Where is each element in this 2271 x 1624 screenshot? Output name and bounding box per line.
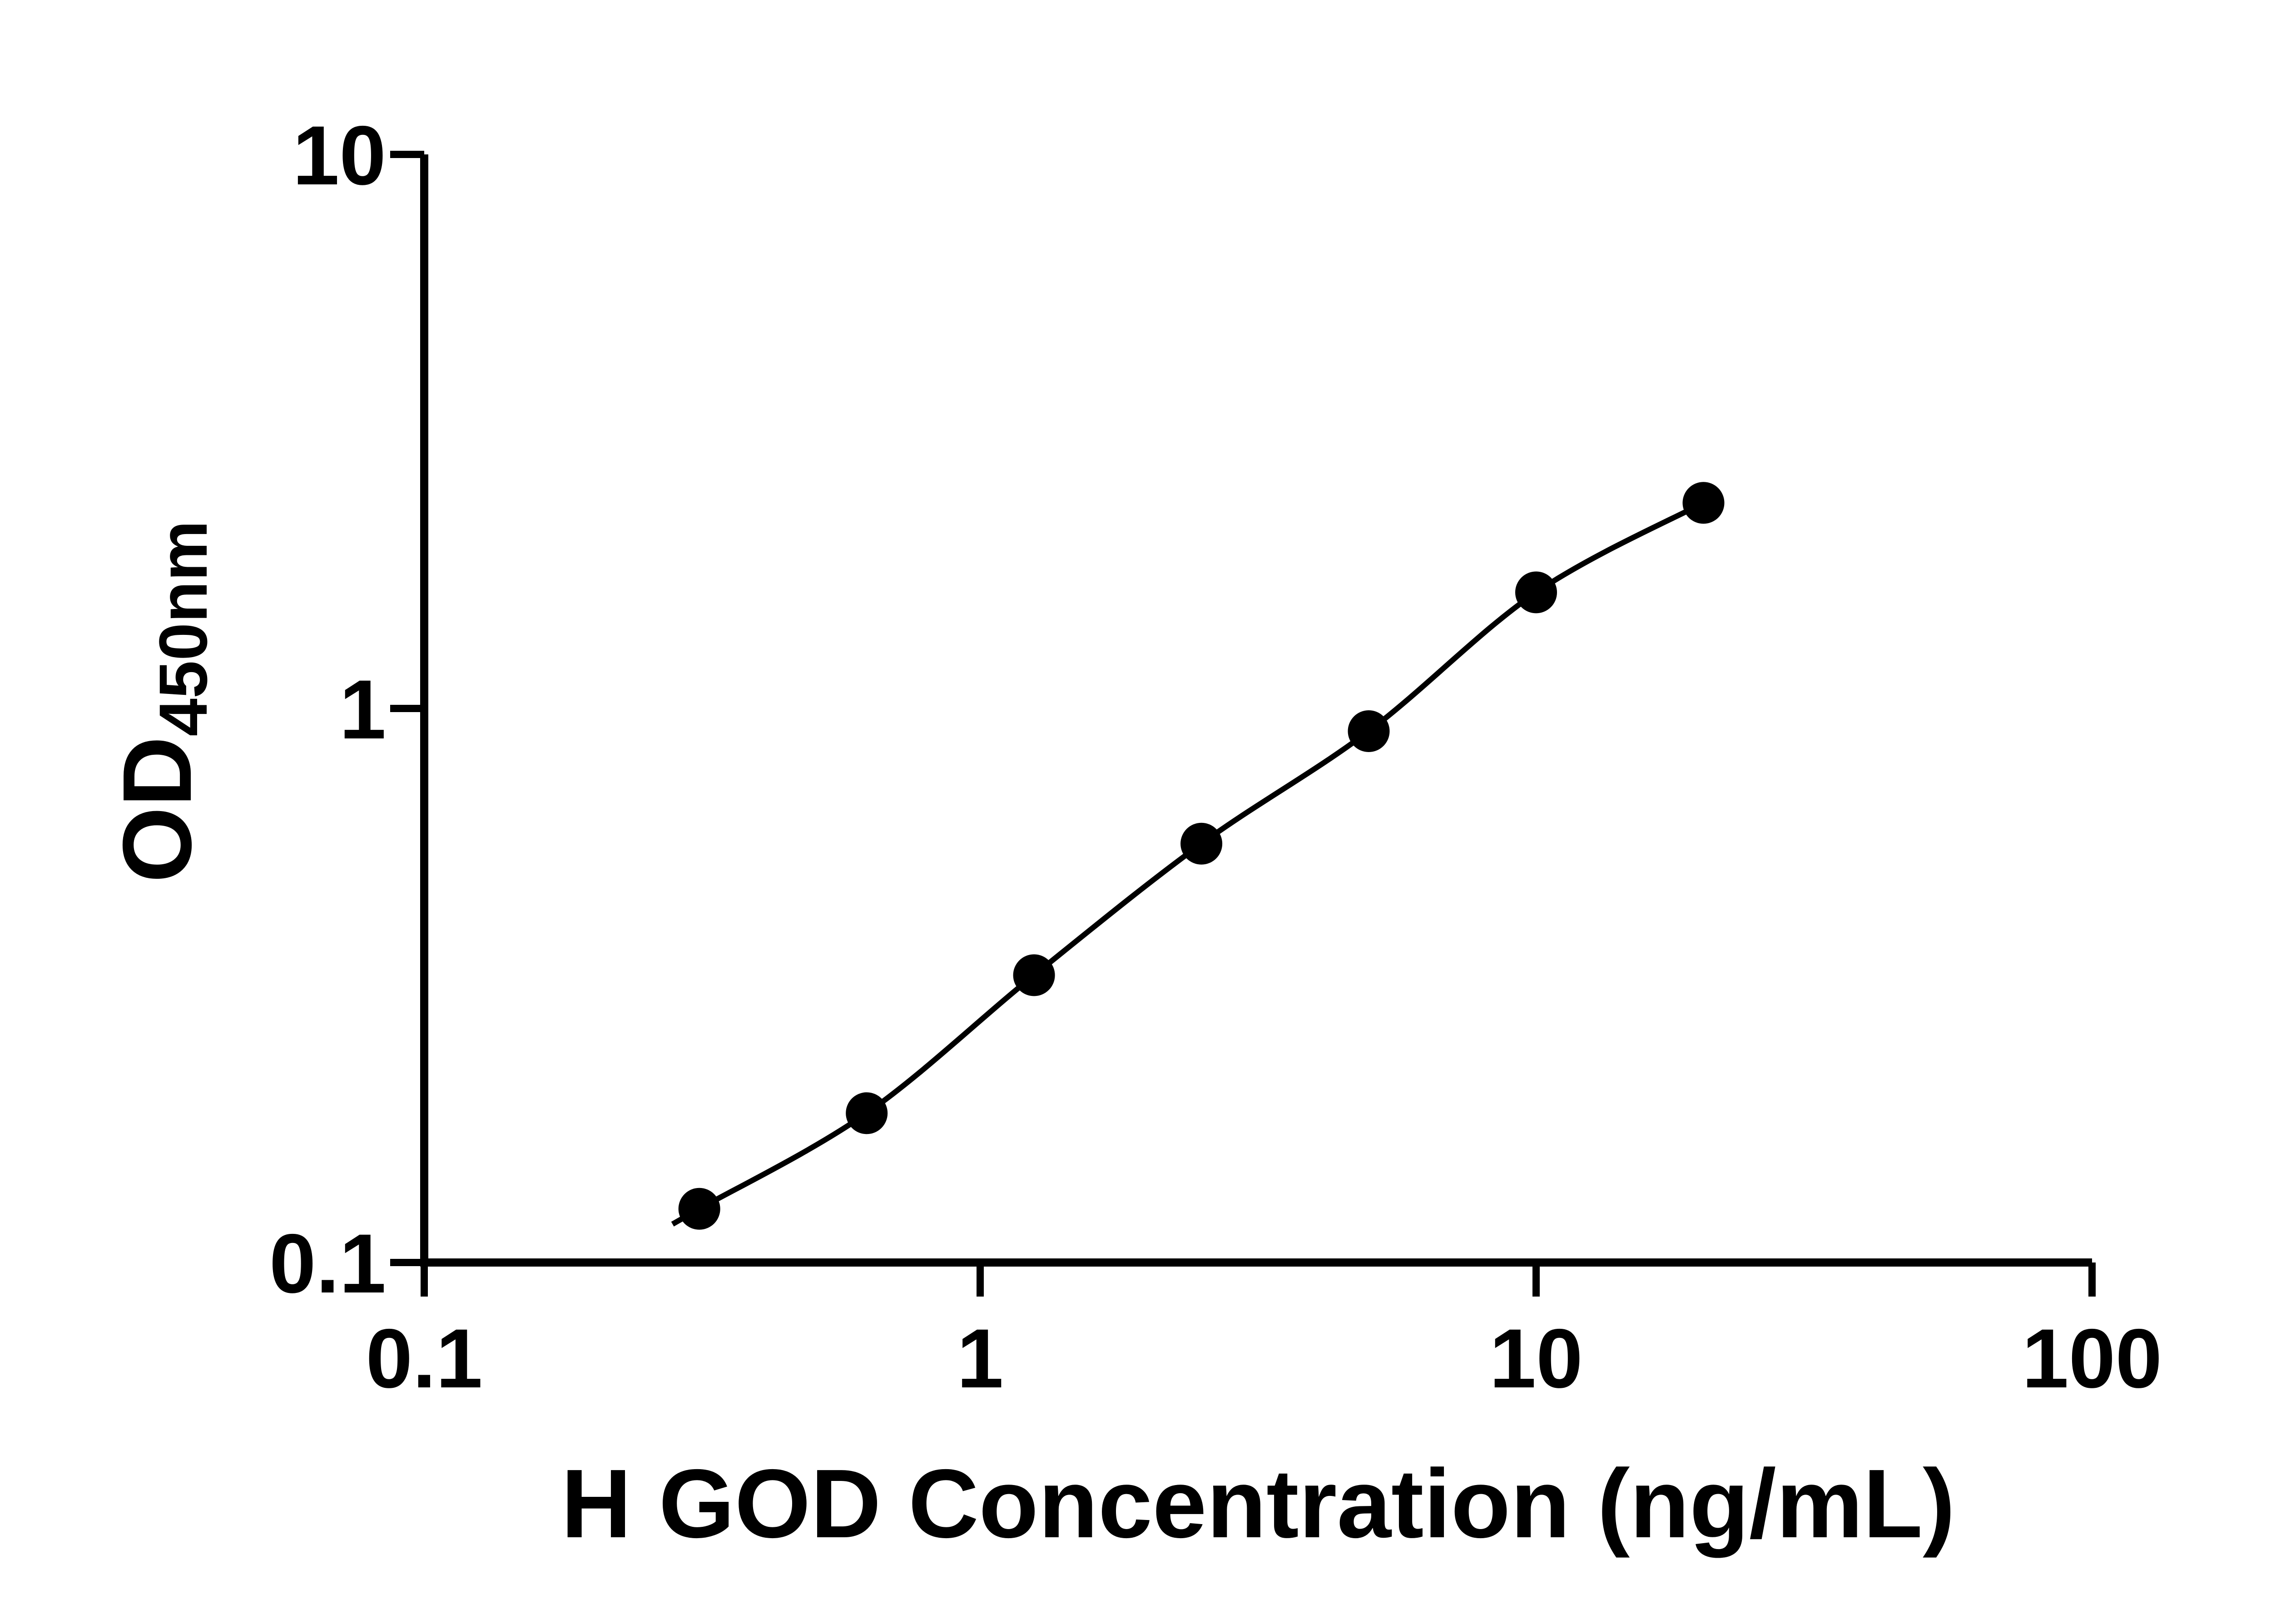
axis-frame: [420, 154, 2092, 1267]
data-point: [1013, 954, 1055, 996]
x-tick-label: 0.1: [366, 1312, 482, 1406]
data-point: [678, 1188, 720, 1230]
data-point: [1682, 482, 1725, 524]
y-tick-label: 10: [293, 109, 386, 203]
data-point: [1515, 571, 1557, 614]
x-tick-label: 100: [2022, 1312, 2162, 1406]
data-points: [678, 482, 1725, 1230]
x-tick-label: 10: [1489, 1312, 1583, 1406]
data-point: [846, 1092, 888, 1134]
data-point: [1180, 822, 1223, 865]
y-axis-title-main: OD: [102, 736, 212, 883]
y-tick-label: 1: [339, 663, 386, 757]
tick-marks: [390, 151, 2096, 1297]
x-tick-label: 1: [957, 1312, 1004, 1406]
fit-curve-path: [671, 500, 1705, 1227]
y-axis-title-subscript: 450nm: [145, 520, 221, 736]
x-axis-title: H GOD Concentration (ng/mL): [561, 1449, 1955, 1558]
tick-labels: 0.1 1 10 100 0.1 1 10: [269, 109, 2162, 1406]
fit-curve: [671, 500, 1705, 1227]
y-tick-label: 0.1: [269, 1217, 386, 1311]
data-point: [1348, 710, 1390, 752]
axes: [420, 154, 2092, 1267]
y-axis-title: OD450nm: [102, 520, 221, 883]
